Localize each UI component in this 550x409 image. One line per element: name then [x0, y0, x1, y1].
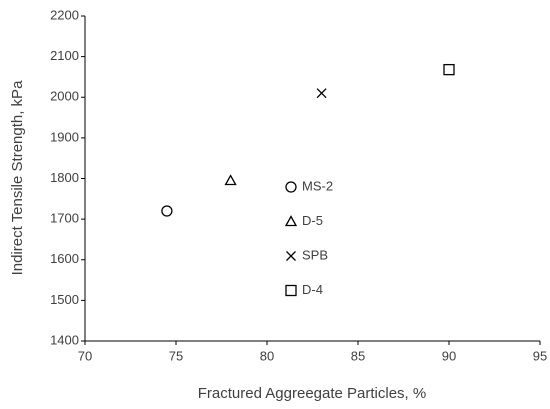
y-tick-label: 1400	[50, 332, 79, 347]
y-tick-label: 2100	[50, 48, 79, 63]
x-tick-label: 75	[169, 348, 183, 363]
legend-label: MS-2	[302, 178, 333, 193]
x-tick-label: 95	[533, 348, 547, 363]
x-tick-label: 85	[351, 348, 365, 363]
point	[161, 205, 173, 217]
x-tick-label: 70	[78, 348, 92, 363]
point	[224, 174, 237, 186]
y-tick-label: 2000	[50, 89, 79, 104]
x-tick-label: 80	[260, 348, 274, 363]
y-tick-label: 1900	[50, 129, 79, 144]
legend-marker	[285, 181, 297, 193]
point	[443, 63, 455, 76]
legend-label: D-4	[302, 282, 323, 297]
y-tick-label: 2200	[50, 7, 79, 22]
y-axis-label: Indirect Tensile Strength, kPa	[9, 80, 26, 275]
y-tick-label: 1500	[50, 292, 79, 307]
x-tick-label: 90	[442, 348, 456, 363]
y-tick-label: 1800	[50, 170, 79, 185]
y-tick-label: 1700	[50, 211, 79, 226]
x-axis-label: Fractured Aggreegate Particles, %	[198, 385, 426, 402]
legend-marker	[284, 215, 298, 227]
legend-marker	[285, 284, 297, 297]
point	[316, 88, 327, 99]
legend-label: D-5	[302, 213, 323, 228]
legend-label: SPB	[302, 247, 328, 262]
legend-marker	[286, 251, 296, 261]
y-tick-label: 1600	[50, 251, 79, 266]
